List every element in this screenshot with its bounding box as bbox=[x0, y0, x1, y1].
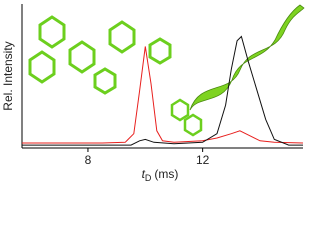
helix-molecule bbox=[189, 4, 305, 111]
x-label-subscript: D bbox=[145, 173, 152, 183]
x-label-unit: (ms) bbox=[154, 167, 178, 181]
peptide-molecule bbox=[28, 15, 172, 95]
series-line bbox=[22, 35, 303, 146]
x-label-symbol: t bbox=[142, 167, 146, 181]
x-tick-label: 12 bbox=[196, 153, 210, 167]
chart: Rel. Intensity tD (ms) 8 12 bbox=[1, 4, 305, 183]
small-molecule bbox=[170, 98, 203, 137]
y-axis-label: Rel. Intensity bbox=[1, 41, 15, 110]
series-line bbox=[22, 46, 304, 144]
x-tick-label: 8 bbox=[85, 153, 92, 167]
x-axis-label: tD (ms) bbox=[142, 167, 179, 183]
